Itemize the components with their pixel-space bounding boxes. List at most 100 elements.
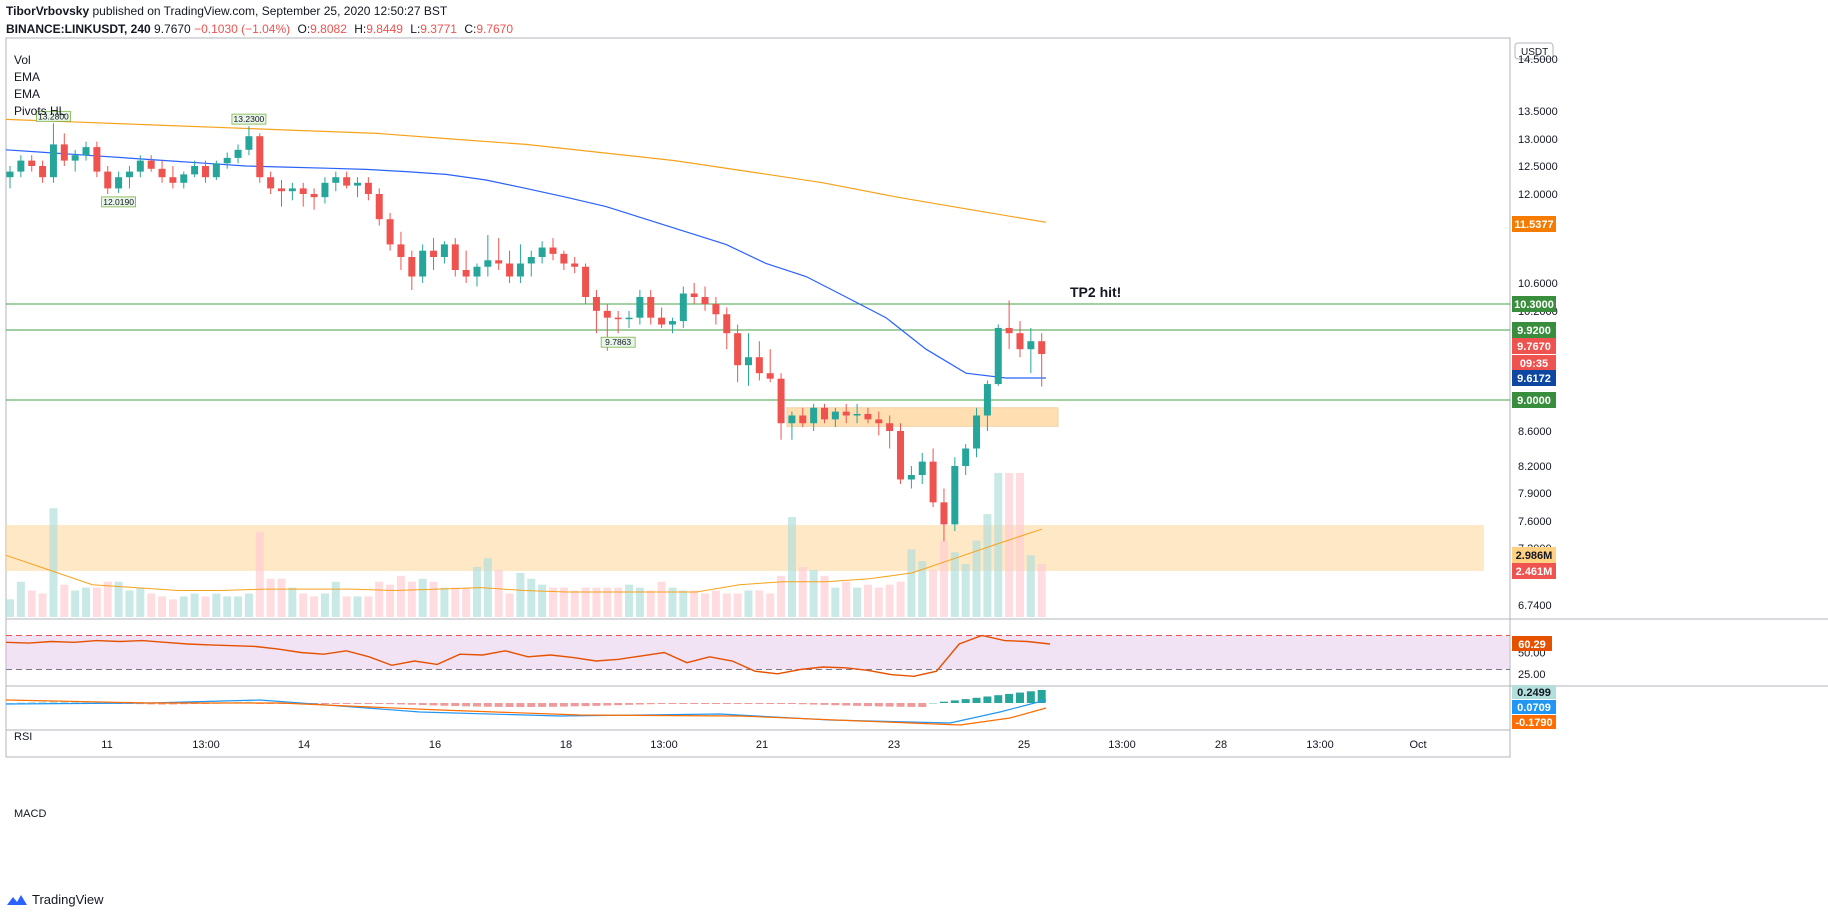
volume-bar <box>755 591 763 617</box>
time-tick-label: 21 <box>756 739 768 751</box>
candle-body <box>1006 328 1013 333</box>
candle-body <box>1038 341 1045 354</box>
macd-histogram-bar <box>712 703 720 704</box>
macd-histogram-bar <box>831 703 839 705</box>
candle-body <box>289 188 296 191</box>
volume-bar <box>690 591 698 617</box>
macd-histogram-bar <box>897 703 905 707</box>
candle-body <box>528 257 535 264</box>
candle-body <box>332 177 339 183</box>
macd-histogram-bar <box>506 703 514 707</box>
volume-bar <box>647 591 655 617</box>
volume-bar <box>1016 473 1024 617</box>
time-tick-label: 13:00 <box>1306 739 1334 751</box>
candle-body <box>615 318 622 320</box>
macd-histogram-bar <box>875 703 883 706</box>
price-chart[interactable]: USDT13.2800 13.230012.01909.7863TP2 hit!1… <box>0 0 1828 919</box>
macd-histogram-bar <box>364 703 372 704</box>
volume-bar <box>354 596 362 617</box>
candle-body <box>365 183 372 194</box>
legend-volume[interactable]: Vol <box>14 52 65 69</box>
candle-body <box>647 297 654 318</box>
candle-body <box>560 254 567 264</box>
rsi-band <box>6 636 1510 670</box>
volume-bar <box>234 596 242 617</box>
volume-bar <box>267 579 275 617</box>
legend-ema-fast[interactable]: EMA <box>14 69 65 86</box>
volume-bar <box>60 585 68 617</box>
macd-histogram-bar <box>462 703 470 706</box>
candle-body <box>343 177 350 185</box>
candle-body <box>311 194 318 197</box>
candle-body <box>148 161 155 169</box>
macd-histogram-bar <box>668 703 676 704</box>
volume-bar <box>1027 555 1035 617</box>
macd-histogram-bar <box>440 703 448 706</box>
candle-body <box>626 318 633 320</box>
macd-histogram-bar <box>1005 694 1013 703</box>
macd-histogram-bar <box>1027 691 1035 703</box>
volume-bar <box>419 579 427 617</box>
legend-ema-slow[interactable]: EMA <box>14 86 65 103</box>
candle-body <box>17 161 24 172</box>
volume-bar <box>223 596 231 617</box>
tradingview-logo-icon <box>6 893 28 907</box>
rsi-tick-label: 25.00 <box>1518 669 1546 681</box>
volume-bar <box>886 585 894 617</box>
macd-histogram-bar <box>734 703 742 704</box>
candle-body <box>245 136 252 150</box>
volume-bar <box>93 588 101 617</box>
macd-histogram-bar <box>343 703 351 704</box>
volume-bar <box>440 588 448 617</box>
legend-pivots[interactable]: Pivots HL <box>14 103 65 120</box>
tradingview-footer[interactable]: TradingView <box>6 892 104 907</box>
indicator-legend: Vol EMA EMA Pivots HL <box>14 52 65 120</box>
volume-bar <box>853 588 861 617</box>
candle-body <box>723 314 730 333</box>
time-tick-label: 23 <box>888 739 900 751</box>
candle-body <box>169 177 176 183</box>
macd-histogram-bar <box>658 703 666 704</box>
candle-body <box>72 155 79 160</box>
volume-bar <box>343 596 351 617</box>
brand-label: TradingView <box>32 892 104 907</box>
price-tag-label: 9.9200 <box>1517 325 1551 337</box>
volume-bar <box>799 567 807 617</box>
macd-histogram-bar <box>755 703 763 704</box>
macd-histogram-bar <box>549 703 557 707</box>
volume-demand-zone <box>6 525 1484 571</box>
macd-histogram-bar <box>39 702 47 703</box>
macd-histogram-bar <box>842 703 850 706</box>
volume-bar <box>332 582 340 617</box>
time-tick-label: Oct <box>1409 739 1426 751</box>
candle-body <box>430 251 437 257</box>
volume-bar <box>712 591 720 617</box>
candle-body <box>875 419 882 423</box>
macd-histogram-bar <box>690 703 698 704</box>
macd-histogram-bar <box>484 703 492 707</box>
macd-histogram-bar <box>375 703 383 704</box>
candle-body <box>691 294 698 298</box>
candle-body <box>702 297 709 304</box>
candle-body <box>39 166 46 177</box>
candle-body <box>387 219 394 244</box>
volume-bar <box>201 596 209 617</box>
volume-bar <box>744 591 752 617</box>
macd-histogram-bar <box>701 703 709 704</box>
volume-bar <box>701 593 709 617</box>
volume-bar <box>625 585 633 617</box>
candle-body <box>712 304 719 314</box>
volume-bar <box>983 514 991 617</box>
volume-bar <box>147 593 155 617</box>
macd-histogram-bar <box>647 703 655 704</box>
candle-body <box>778 379 785 424</box>
time-tick-label: 16 <box>429 739 441 751</box>
candle-body <box>159 169 166 177</box>
candle-body <box>810 408 817 424</box>
volume-bar <box>864 585 872 617</box>
candle-body <box>734 333 741 365</box>
candle-body <box>267 177 274 188</box>
candle-body <box>973 416 980 449</box>
volume-bar <box>962 564 970 617</box>
macd-histogram-bar <box>473 703 481 707</box>
